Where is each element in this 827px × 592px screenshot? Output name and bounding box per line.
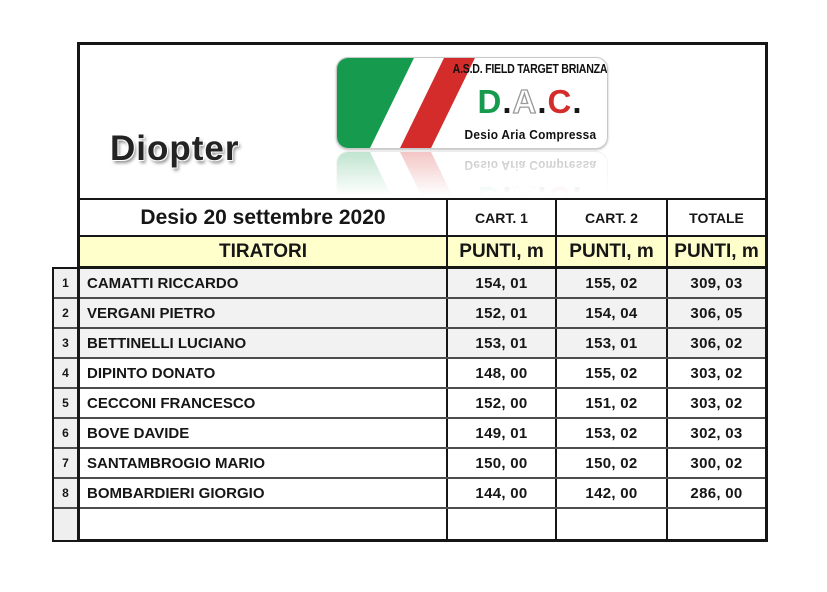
empty-cell [666, 509, 765, 539]
header-cart1: CART. 1 [446, 200, 555, 235]
rank-cell: 7 [54, 449, 77, 479]
table-row: VERGANI PIETRO 152, 01 154, 04 306, 05 [80, 299, 765, 329]
cart1-score: 149, 01 [446, 419, 555, 447]
cart1-score: 153, 01 [446, 329, 555, 357]
empty-cell [555, 509, 666, 539]
total-score: 302, 03 [666, 419, 765, 447]
total-score: 306, 02 [666, 329, 765, 357]
table-header-row: Desio 20 settembre 2020 CART. 1 CART. 2 … [80, 200, 765, 237]
empty-cell [80, 509, 446, 539]
header-points-total: PUNTI, m [666, 237, 765, 266]
total-score: 286, 00 [666, 479, 765, 507]
total-score: 303, 02 [666, 389, 765, 417]
rank-cell: 4 [54, 359, 77, 389]
cart2-score: 151, 02 [555, 389, 666, 417]
cart2-score: 153, 01 [555, 329, 666, 357]
total-score: 309, 03 [666, 269, 765, 297]
shooter-name: SANTAMBROGIO MARIO [87, 454, 266, 472]
cart2-score: 150, 02 [555, 449, 666, 477]
shooter-name: BOVE DAVIDE [87, 424, 190, 442]
logo-reflection: A.S.D. FIELD TARGET BRIANZA D.A.C. Desio… [336, 151, 608, 243]
table-row: BOVE DAVIDE 149, 01 153, 02 302, 03 [80, 419, 765, 449]
rank-cell: 2 [54, 299, 77, 329]
header-points-cart1: PUNTI, m [446, 237, 555, 266]
shooter-name: CAMATTI RICCARDO [87, 274, 239, 292]
table-row: DIPINTO DONATO 148, 00 155, 02 303, 02 [80, 359, 765, 389]
table-row: CAMATTI RICCARDO 154, 01 155, 02 309, 03 [80, 269, 765, 299]
shooter-name: BETTINELLI LUCIANO [87, 334, 247, 352]
header-shooters: TIRATORI [219, 240, 307, 262]
table-row: SANTAMBROGIO MARIO 150, 00 150, 02 300, … [80, 449, 765, 479]
rank-cell: 6 [54, 419, 77, 449]
cart1-score: 150, 00 [446, 449, 555, 477]
event-title: Desio 20 settembre 2020 [140, 205, 386, 229]
header-total: TOTALE [666, 200, 765, 235]
header-points-cart2: PUNTI, m [555, 237, 666, 266]
table-row: BETTINELLI LUCIANO 153, 01 153, 01 306, … [80, 329, 765, 359]
rank-cell: 1 [54, 269, 77, 299]
cart1-score: 144, 00 [446, 479, 555, 507]
dac-club-logo: A.S.D. FIELD TARGET BRIANZA D.A.C. Desio… [336, 57, 608, 149]
header-cart2: CART. 2 [555, 200, 666, 235]
results-sheet: Diopter A.S.D. FIELD TARGET BRIANZA D.A.… [77, 42, 768, 542]
cart2-score: 155, 02 [555, 359, 666, 387]
table-subheader-row: TIRATORI PUNTI, m PUNTI, m PUNTI, m [80, 237, 765, 269]
shooter-name: BOMBARDIERI GIORGIO [87, 484, 265, 502]
total-score: 306, 05 [666, 299, 765, 327]
total-score: 303, 02 [666, 359, 765, 387]
cart1-score: 154, 01 [446, 269, 555, 297]
table-row: BOMBARDIERI GIORGIO 144, 00 142, 00 286,… [80, 479, 765, 509]
masthead: Diopter A.S.D. FIELD TARGET BRIANZA D.A.… [80, 45, 765, 243]
cart2-score: 142, 00 [555, 479, 666, 507]
table-row: CECCONI FRANCESCO 152, 00 151, 02 303, 0… [80, 389, 765, 419]
cart2-score: 155, 02 [555, 269, 666, 297]
cart1-score: 152, 01 [446, 299, 555, 327]
empty-row [80, 509, 765, 539]
cart1-score: 148, 00 [446, 359, 555, 387]
club-acronym: D.A.C. [477, 83, 583, 120]
shooter-name: CECCONI FRANCESCO [87, 394, 256, 412]
cart2-score: 153, 02 [555, 419, 666, 447]
category-label: Diopter [110, 129, 240, 168]
rank-cell-empty [54, 509, 77, 540]
club-name: A.S.D. FIELD TARGET BRIANZA [452, 62, 608, 76]
shooter-name: VERGANI PIETRO [87, 304, 216, 322]
empty-cell [446, 509, 555, 539]
rank-cell: 5 [54, 389, 77, 419]
club-subtitle: Desio Aria Compressa [464, 128, 596, 142]
total-score: 300, 02 [666, 449, 765, 477]
logo-text: A.S.D. FIELD TARGET BRIANZA D.A.C. Desio… [453, 62, 607, 142]
rank-cell: 8 [54, 479, 77, 509]
shooter-name: DIPINTO DONATO [87, 364, 216, 382]
cart1-score: 152, 00 [446, 389, 555, 417]
rank-column: 1 2 3 4 5 6 7 8 [52, 267, 77, 542]
rank-cell: 3 [54, 329, 77, 359]
cart2-score: 154, 04 [555, 299, 666, 327]
